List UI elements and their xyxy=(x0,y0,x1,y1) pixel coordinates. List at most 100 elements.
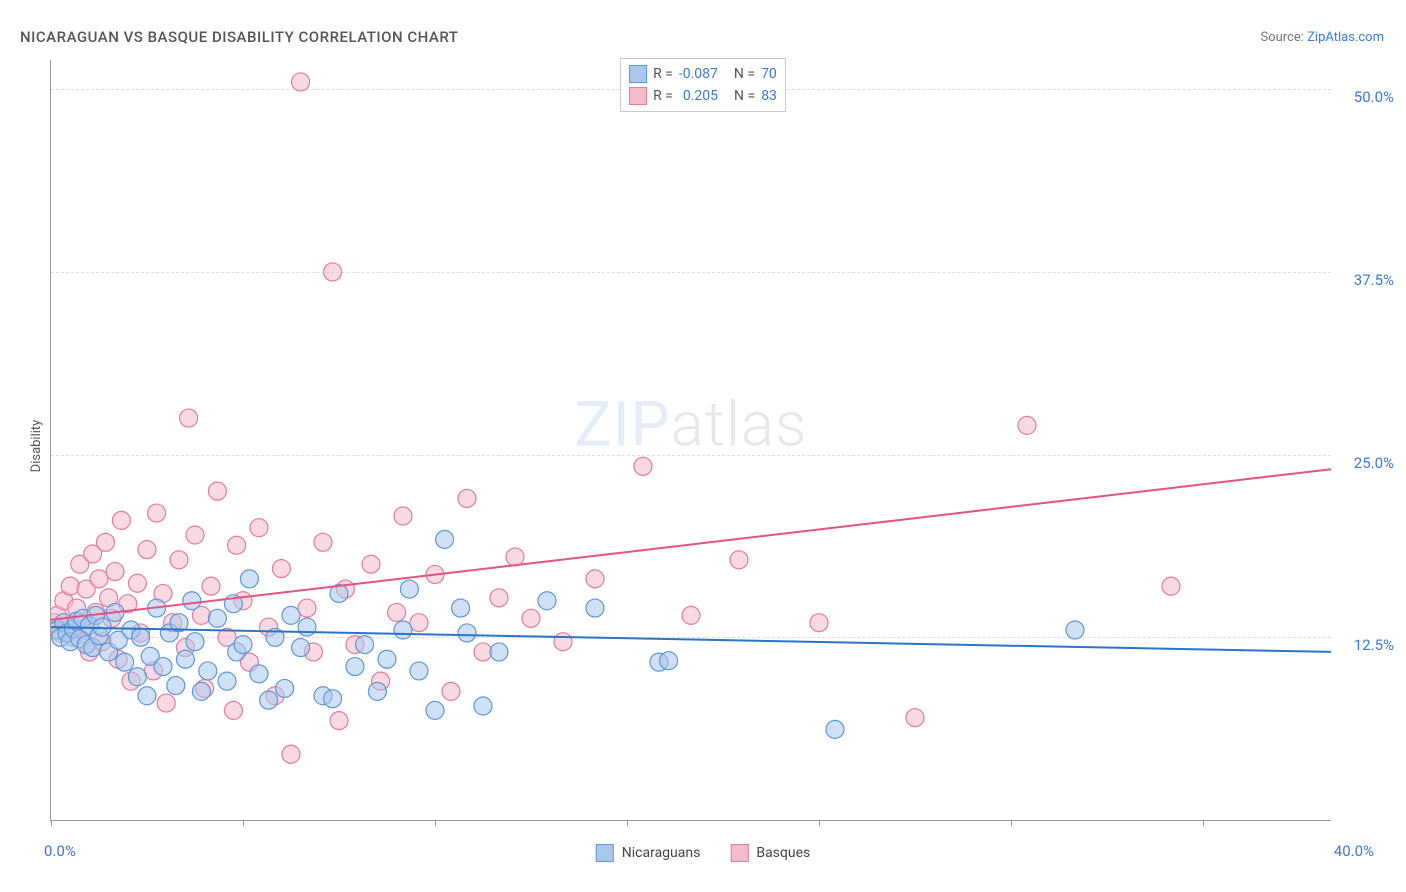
data-point xyxy=(458,624,476,642)
data-point xyxy=(324,690,342,708)
data-point xyxy=(260,691,278,709)
data-point xyxy=(586,570,604,588)
source-attribution: Source: ZipAtlas.com xyxy=(1260,30,1384,45)
data-point xyxy=(826,720,844,738)
data-point xyxy=(250,665,268,683)
correlation-legend: R = -0.087 N = 70 R = 0.205 N = 83 xyxy=(620,58,786,112)
data-point xyxy=(148,504,166,522)
data-point xyxy=(436,530,454,548)
data-point xyxy=(356,636,374,654)
scatter-plot-svg xyxy=(51,60,1331,820)
data-point xyxy=(292,73,310,91)
data-point xyxy=(442,682,460,700)
r-label: R = xyxy=(653,88,673,104)
data-point xyxy=(218,672,236,690)
data-point xyxy=(346,658,364,676)
data-point xyxy=(132,628,150,646)
data-point xyxy=(474,697,492,715)
data-point xyxy=(157,694,175,712)
data-point xyxy=(106,563,124,581)
legend-label-basques: Basques xyxy=(756,845,810,861)
data-point xyxy=(378,650,396,668)
data-point xyxy=(292,639,310,657)
data-point xyxy=(138,687,156,705)
data-point xyxy=(250,519,268,537)
data-point xyxy=(324,263,342,281)
source-prefix: Source: xyxy=(1260,30,1307,45)
x-tick xyxy=(435,820,436,826)
r-label: R = xyxy=(653,66,673,82)
data-point xyxy=(170,551,188,569)
y-tick-label: 12.5% xyxy=(1354,636,1394,654)
legend-row-basques: R = 0.205 N = 83 xyxy=(629,85,777,107)
legend-item-nicaraguans: Nicaraguans xyxy=(596,844,701,862)
data-point xyxy=(490,643,508,661)
data-point xyxy=(240,570,258,588)
data-point xyxy=(1018,416,1036,434)
data-point xyxy=(330,712,348,730)
data-point xyxy=(538,592,556,610)
data-point xyxy=(228,536,246,554)
n-label: N = xyxy=(734,66,755,82)
x-tick xyxy=(1203,820,1204,826)
data-point xyxy=(112,511,130,529)
data-point xyxy=(116,653,134,671)
data-point xyxy=(1066,621,1084,639)
data-point xyxy=(224,701,242,719)
data-point xyxy=(660,652,678,670)
data-point xyxy=(176,650,194,668)
x-tick xyxy=(819,820,820,826)
data-point xyxy=(192,682,210,700)
data-point xyxy=(810,614,828,632)
x-axis-min-label: 0.0% xyxy=(44,842,76,860)
swatch-basques xyxy=(730,844,748,862)
data-point xyxy=(154,658,172,676)
data-point xyxy=(208,482,226,500)
legend-item-basques: Basques xyxy=(730,844,810,862)
data-point xyxy=(410,614,428,632)
data-point xyxy=(276,679,294,697)
x-tick xyxy=(627,820,628,826)
data-point xyxy=(458,489,476,507)
data-point xyxy=(452,599,470,617)
plot-area: ZIPatlas xyxy=(50,60,1331,821)
legend-label-nicaraguans: Nicaraguans xyxy=(622,845,701,861)
data-point xyxy=(554,633,572,651)
n-value-basques: 83 xyxy=(761,88,777,104)
y-tick-label: 37.5% xyxy=(1354,271,1394,289)
x-tick xyxy=(51,820,52,826)
n-value-nicaraguans: 70 xyxy=(761,66,777,82)
data-point xyxy=(1162,577,1180,595)
chart-title: NICARAGUAN VS BASQUE DISABILITY CORRELAT… xyxy=(20,28,458,46)
data-point xyxy=(282,606,300,624)
data-point xyxy=(90,570,108,588)
data-point xyxy=(282,745,300,763)
r-value-basques: 0.205 xyxy=(683,88,718,104)
data-point xyxy=(272,560,290,578)
data-point xyxy=(202,577,220,595)
data-point xyxy=(61,577,79,595)
n-label: N = xyxy=(734,88,755,104)
data-point xyxy=(180,409,198,427)
data-point xyxy=(208,609,226,627)
x-tick xyxy=(1011,820,1012,826)
data-point xyxy=(682,606,700,624)
r-value-nicaraguans: -0.087 xyxy=(679,66,718,82)
data-point xyxy=(400,580,418,598)
data-point xyxy=(506,548,524,566)
x-tick xyxy=(243,820,244,826)
data-point xyxy=(586,599,604,617)
swatch-nicaraguans xyxy=(629,65,647,83)
data-point xyxy=(490,589,508,607)
data-point xyxy=(96,533,114,551)
data-point xyxy=(128,668,146,686)
data-point xyxy=(362,555,380,573)
source-link[interactable]: ZipAtlas.com xyxy=(1307,30,1384,45)
data-point xyxy=(394,621,412,639)
data-point xyxy=(394,507,412,525)
swatch-basques xyxy=(629,87,647,105)
data-point xyxy=(128,574,146,592)
data-point xyxy=(167,677,185,695)
data-point xyxy=(314,533,332,551)
y-axis-label: Disability xyxy=(29,420,44,473)
